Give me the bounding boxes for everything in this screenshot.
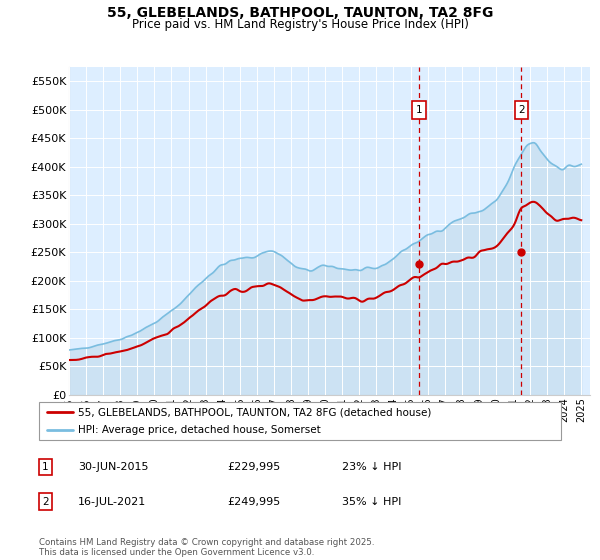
Text: Contains HM Land Registry data © Crown copyright and database right 2025.
This d: Contains HM Land Registry data © Crown c… [39, 538, 374, 557]
Text: Price paid vs. HM Land Registry's House Price Index (HPI): Price paid vs. HM Land Registry's House … [131, 18, 469, 31]
Text: 2: 2 [518, 105, 525, 115]
Text: 1: 1 [42, 462, 49, 472]
Text: 16-JUL-2021: 16-JUL-2021 [78, 497, 146, 507]
Text: 23% ↓ HPI: 23% ↓ HPI [342, 462, 401, 472]
Text: £229,995: £229,995 [227, 462, 280, 472]
Text: 2: 2 [42, 497, 49, 507]
FancyBboxPatch shape [39, 402, 561, 440]
Text: 35% ↓ HPI: 35% ↓ HPI [342, 497, 401, 507]
Text: 55, GLEBELANDS, BATHPOOL, TAUNTON, TA2 8FG (detached house): 55, GLEBELANDS, BATHPOOL, TAUNTON, TA2 8… [78, 407, 431, 417]
Text: 55, GLEBELANDS, BATHPOOL, TAUNTON, TA2 8FG: 55, GLEBELANDS, BATHPOOL, TAUNTON, TA2 8… [107, 6, 493, 20]
Text: 1: 1 [416, 105, 422, 115]
Text: £249,995: £249,995 [227, 497, 280, 507]
Text: 30-JUN-2015: 30-JUN-2015 [78, 462, 149, 472]
Text: HPI: Average price, detached house, Somerset: HPI: Average price, detached house, Some… [78, 425, 321, 435]
